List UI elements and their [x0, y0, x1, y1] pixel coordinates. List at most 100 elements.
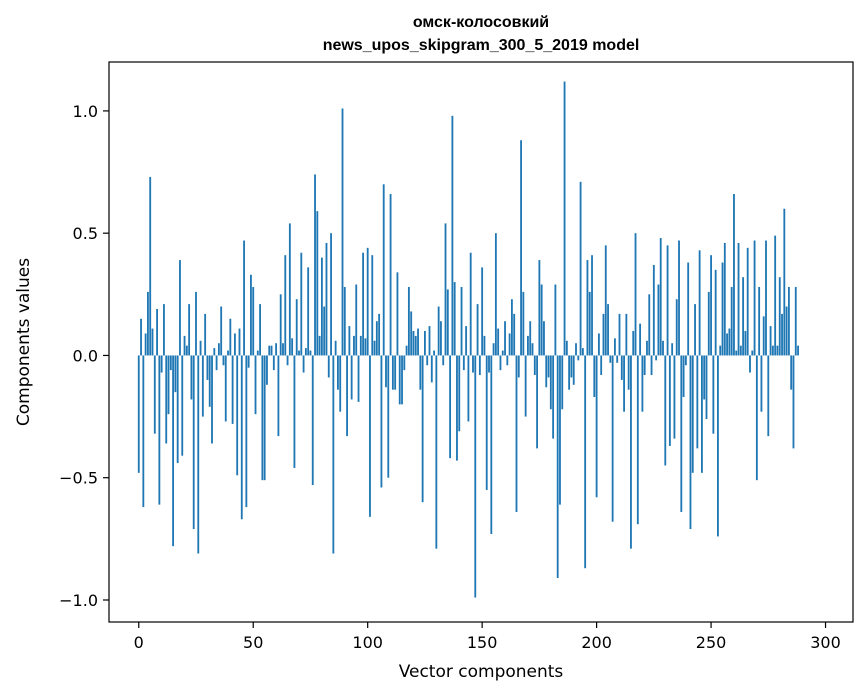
x-tick-label: 150 — [467, 633, 498, 652]
bar — [472, 355, 474, 373]
bar — [311, 355, 314, 486]
bar — [636, 355, 639, 525]
bar — [499, 355, 502, 371]
bar — [717, 355, 719, 537]
x-tick-label: 250 — [696, 633, 727, 652]
bar — [272, 355, 275, 371]
bar — [346, 355, 348, 437]
bar — [549, 355, 552, 410]
bar — [364, 338, 367, 356]
bar — [604, 245, 607, 356]
bar — [250, 274, 252, 356]
bar — [721, 262, 724, 356]
bar — [678, 240, 680, 356]
bar — [646, 340, 648, 356]
bar — [474, 355, 477, 598]
bar — [746, 247, 749, 356]
bar — [506, 355, 509, 366]
bar — [277, 355, 280, 437]
bar — [320, 257, 323, 356]
bar — [723, 242, 726, 356]
y-axis-label: Components values — [14, 258, 34, 426]
x-tick-label: 200 — [581, 633, 612, 652]
bar — [616, 355, 619, 363]
bar — [607, 304, 609, 356]
x-axis-label: Vector components — [399, 662, 564, 682]
bar — [302, 355, 305, 373]
bar — [673, 355, 676, 439]
bar — [739, 345, 742, 356]
bar — [552, 355, 555, 439]
bar — [618, 313, 621, 356]
bar — [266, 355, 268, 385]
bar-series — [137, 81, 799, 598]
bar — [236, 355, 239, 476]
bar — [201, 355, 204, 417]
bar — [778, 277, 781, 356]
bar — [327, 355, 330, 378]
bar — [710, 255, 712, 356]
bar — [520, 140, 522, 356]
bar — [268, 345, 271, 356]
bar — [387, 355, 390, 478]
bar — [197, 355, 200, 554]
y-tick-label: 1.0 — [73, 102, 98, 121]
bar — [687, 262, 690, 356]
bar — [261, 355, 264, 481]
bar — [485, 355, 488, 490]
bar — [288, 223, 291, 356]
bar — [765, 240, 767, 356]
bar — [227, 350, 229, 356]
bar — [540, 284, 543, 356]
bar — [462, 355, 465, 371]
bar — [433, 350, 435, 356]
bar — [689, 355, 692, 530]
bar — [192, 355, 195, 530]
bar — [369, 355, 371, 517]
bar — [341, 108, 344, 356]
bar — [183, 335, 186, 356]
bar — [719, 345, 722, 356]
bar — [563, 81, 566, 356]
bar — [792, 355, 795, 449]
bar — [595, 355, 598, 498]
bar — [211, 355, 213, 444]
bar — [529, 321, 532, 356]
bar — [147, 291, 149, 356]
bar — [545, 355, 548, 388]
y-tick-label: 0.0 — [73, 346, 98, 365]
bar — [243, 240, 245, 356]
bar — [217, 343, 220, 356]
bar — [428, 326, 431, 356]
bar — [167, 355, 170, 415]
bar — [238, 328, 241, 356]
bar — [435, 355, 438, 549]
plot-frame — [108, 61, 854, 623]
bar — [478, 355, 481, 376]
bar — [220, 306, 223, 356]
bar — [337, 355, 339, 390]
bar — [769, 326, 772, 356]
bar — [504, 321, 506, 356]
bar — [671, 343, 674, 356]
bar — [396, 272, 399, 356]
bar — [641, 355, 644, 412]
bar — [742, 277, 745, 356]
bar — [465, 326, 468, 356]
bar — [291, 338, 294, 356]
bar — [630, 355, 632, 549]
bar — [458, 355, 461, 432]
bar — [609, 355, 612, 363]
bar — [437, 306, 440, 356]
bar — [586, 260, 589, 356]
bar — [547, 355, 550, 378]
bar — [252, 286, 255, 356]
bar — [620, 355, 623, 380]
bar — [639, 323, 642, 356]
bar — [300, 252, 303, 356]
bar — [350, 355, 353, 400]
bar — [751, 350, 754, 356]
bar — [279, 294, 282, 356]
bar — [179, 260, 181, 356]
bar — [446, 289, 449, 356]
